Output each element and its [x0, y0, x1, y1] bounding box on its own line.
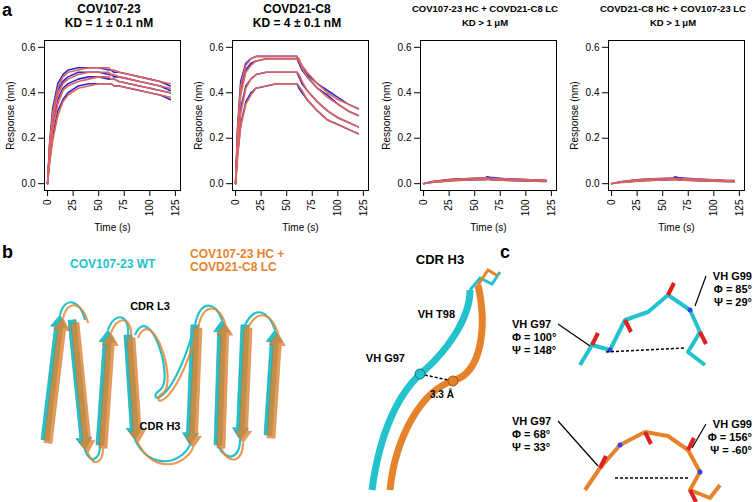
svg-text:75: 75 — [118, 199, 129, 211]
svg-text:0.6: 0.6 — [398, 42, 412, 53]
svg-text:0.2: 0.2 — [586, 132, 600, 143]
svg-text:25: 25 — [443, 199, 454, 211]
svg-text:50: 50 — [281, 199, 292, 211]
svg-text:VH G97: VH G97 — [366, 352, 405, 364]
svg-text:125: 125 — [358, 199, 369, 216]
svg-text:0.4: 0.4 — [210, 87, 224, 98]
svg-text:Time (s): Time (s) — [94, 222, 130, 233]
svg-text:COVD21-C8 LC: COVD21-C8 LC — [190, 260, 277, 274]
svg-text:Response (nm): Response (nm) — [193, 81, 204, 149]
svg-text:0: 0 — [230, 199, 241, 205]
svg-text:0.4: 0.4 — [22, 87, 36, 98]
svg-text:125: 125 — [734, 199, 745, 216]
html-text:COVD21-C8: COVD21-C8 — [263, 2, 331, 16]
svg-text:50: 50 — [469, 199, 480, 211]
svg-text:Time (s): Time (s) — [470, 222, 506, 233]
html-text:c: c — [500, 242, 510, 262]
svg-text:0.0: 0.0 — [586, 178, 600, 189]
svg-text:0.6: 0.6 — [586, 42, 600, 53]
svg-text:COV107-23 HC +: COV107-23 HC + — [190, 247, 284, 261]
svg-text:75: 75 — [494, 199, 505, 211]
html-text:a: a — [2, 0, 12, 20]
svg-text:0.6: 0.6 — [22, 42, 36, 53]
svg-text:25: 25 — [631, 199, 642, 211]
html-text:KD > 1 μM: KD > 1 μM — [649, 17, 697, 28]
html-text:COVD21-C8 HC + COV107-23 LC: COVD21-C8 HC + COV107-23 LC — [600, 3, 746, 14]
svg-text:125: 125 — [170, 199, 181, 216]
svg-text:50: 50 — [93, 199, 104, 211]
svg-text:VH G97Φ = 68°Ψ = 33°: VH G97Φ = 68°Ψ = 33° — [512, 415, 551, 453]
svg-text:VH G99Φ = 85°Ψ = 29°: VH G99Φ = 85°Ψ = 29° — [713, 270, 752, 308]
html-text:KD > 1 μM: KD > 1 μM — [461, 17, 509, 28]
svg-text:25: 25 — [67, 199, 78, 211]
svg-text:Response (nm): Response (nm) — [5, 81, 16, 149]
html-text:KD = 4 ± 0.1 nM: KD = 4 ± 0.1 nM — [252, 16, 342, 30]
svg-text:25: 25 — [255, 199, 266, 211]
svg-text:0.6: 0.6 — [210, 42, 224, 53]
svg-text:0: 0 — [418, 199, 429, 205]
svg-text:100: 100 — [708, 199, 719, 216]
svg-text:100: 100 — [520, 199, 531, 216]
svg-text:0.0: 0.0 — [398, 178, 412, 189]
svg-text:Time (s): Time (s) — [658, 222, 694, 233]
svg-text:0.2: 0.2 — [398, 132, 412, 143]
svg-text:0: 0 — [606, 199, 617, 205]
svg-text:CDR H3: CDR H3 — [416, 252, 464, 267]
svg-text:0.2: 0.2 — [210, 132, 224, 143]
svg-text:0.0: 0.0 — [210, 178, 224, 189]
svg-text:CDR H3: CDR H3 — [140, 420, 181, 432]
svg-text:Time (s): Time (s) — [282, 222, 318, 233]
html-text:KD = 1 ± 0.1 nM: KD = 1 ± 0.1 nM — [64, 16, 154, 30]
svg-text:75: 75 — [306, 199, 317, 211]
svg-text:100: 100 — [144, 199, 155, 216]
svg-text:Response (nm): Response (nm) — [569, 81, 580, 149]
svg-text:0.4: 0.4 — [398, 87, 412, 98]
svg-text:3.3 Å: 3.3 Å — [430, 388, 454, 400]
svg-text:0.0: 0.0 — [22, 178, 36, 189]
svg-text:CDR L3: CDR L3 — [130, 300, 170, 312]
svg-text:0.2: 0.2 — [22, 132, 36, 143]
html-text:COV107-23: COV107-23 — [77, 2, 141, 16]
svg-text:Response (nm): Response (nm) — [381, 81, 392, 149]
svg-text:100: 100 — [332, 199, 343, 216]
svg-text:COV107-23 WT: COV107-23 WT — [70, 257, 156, 271]
svg-text:50: 50 — [657, 199, 668, 211]
svg-text:VH G99Φ = 156°Ψ = -60°: VH G99Φ = 156°Ψ = -60° — [708, 418, 752, 456]
svg-text:VH G97Φ = 100°Ψ = 148°: VH G97Φ = 100°Ψ = 148° — [512, 318, 556, 356]
html-text:COV107-23 HC + COVD21-C8 LC: COV107-23 HC + COVD21-C8 LC — [412, 3, 558, 14]
html-text:b: b — [2, 242, 13, 262]
svg-text:0.4: 0.4 — [586, 87, 600, 98]
svg-text:75: 75 — [682, 199, 693, 211]
svg-text:VH T98: VH T98 — [418, 308, 455, 320]
svg-text:125: 125 — [546, 199, 557, 216]
svg-text:0: 0 — [42, 199, 53, 205]
